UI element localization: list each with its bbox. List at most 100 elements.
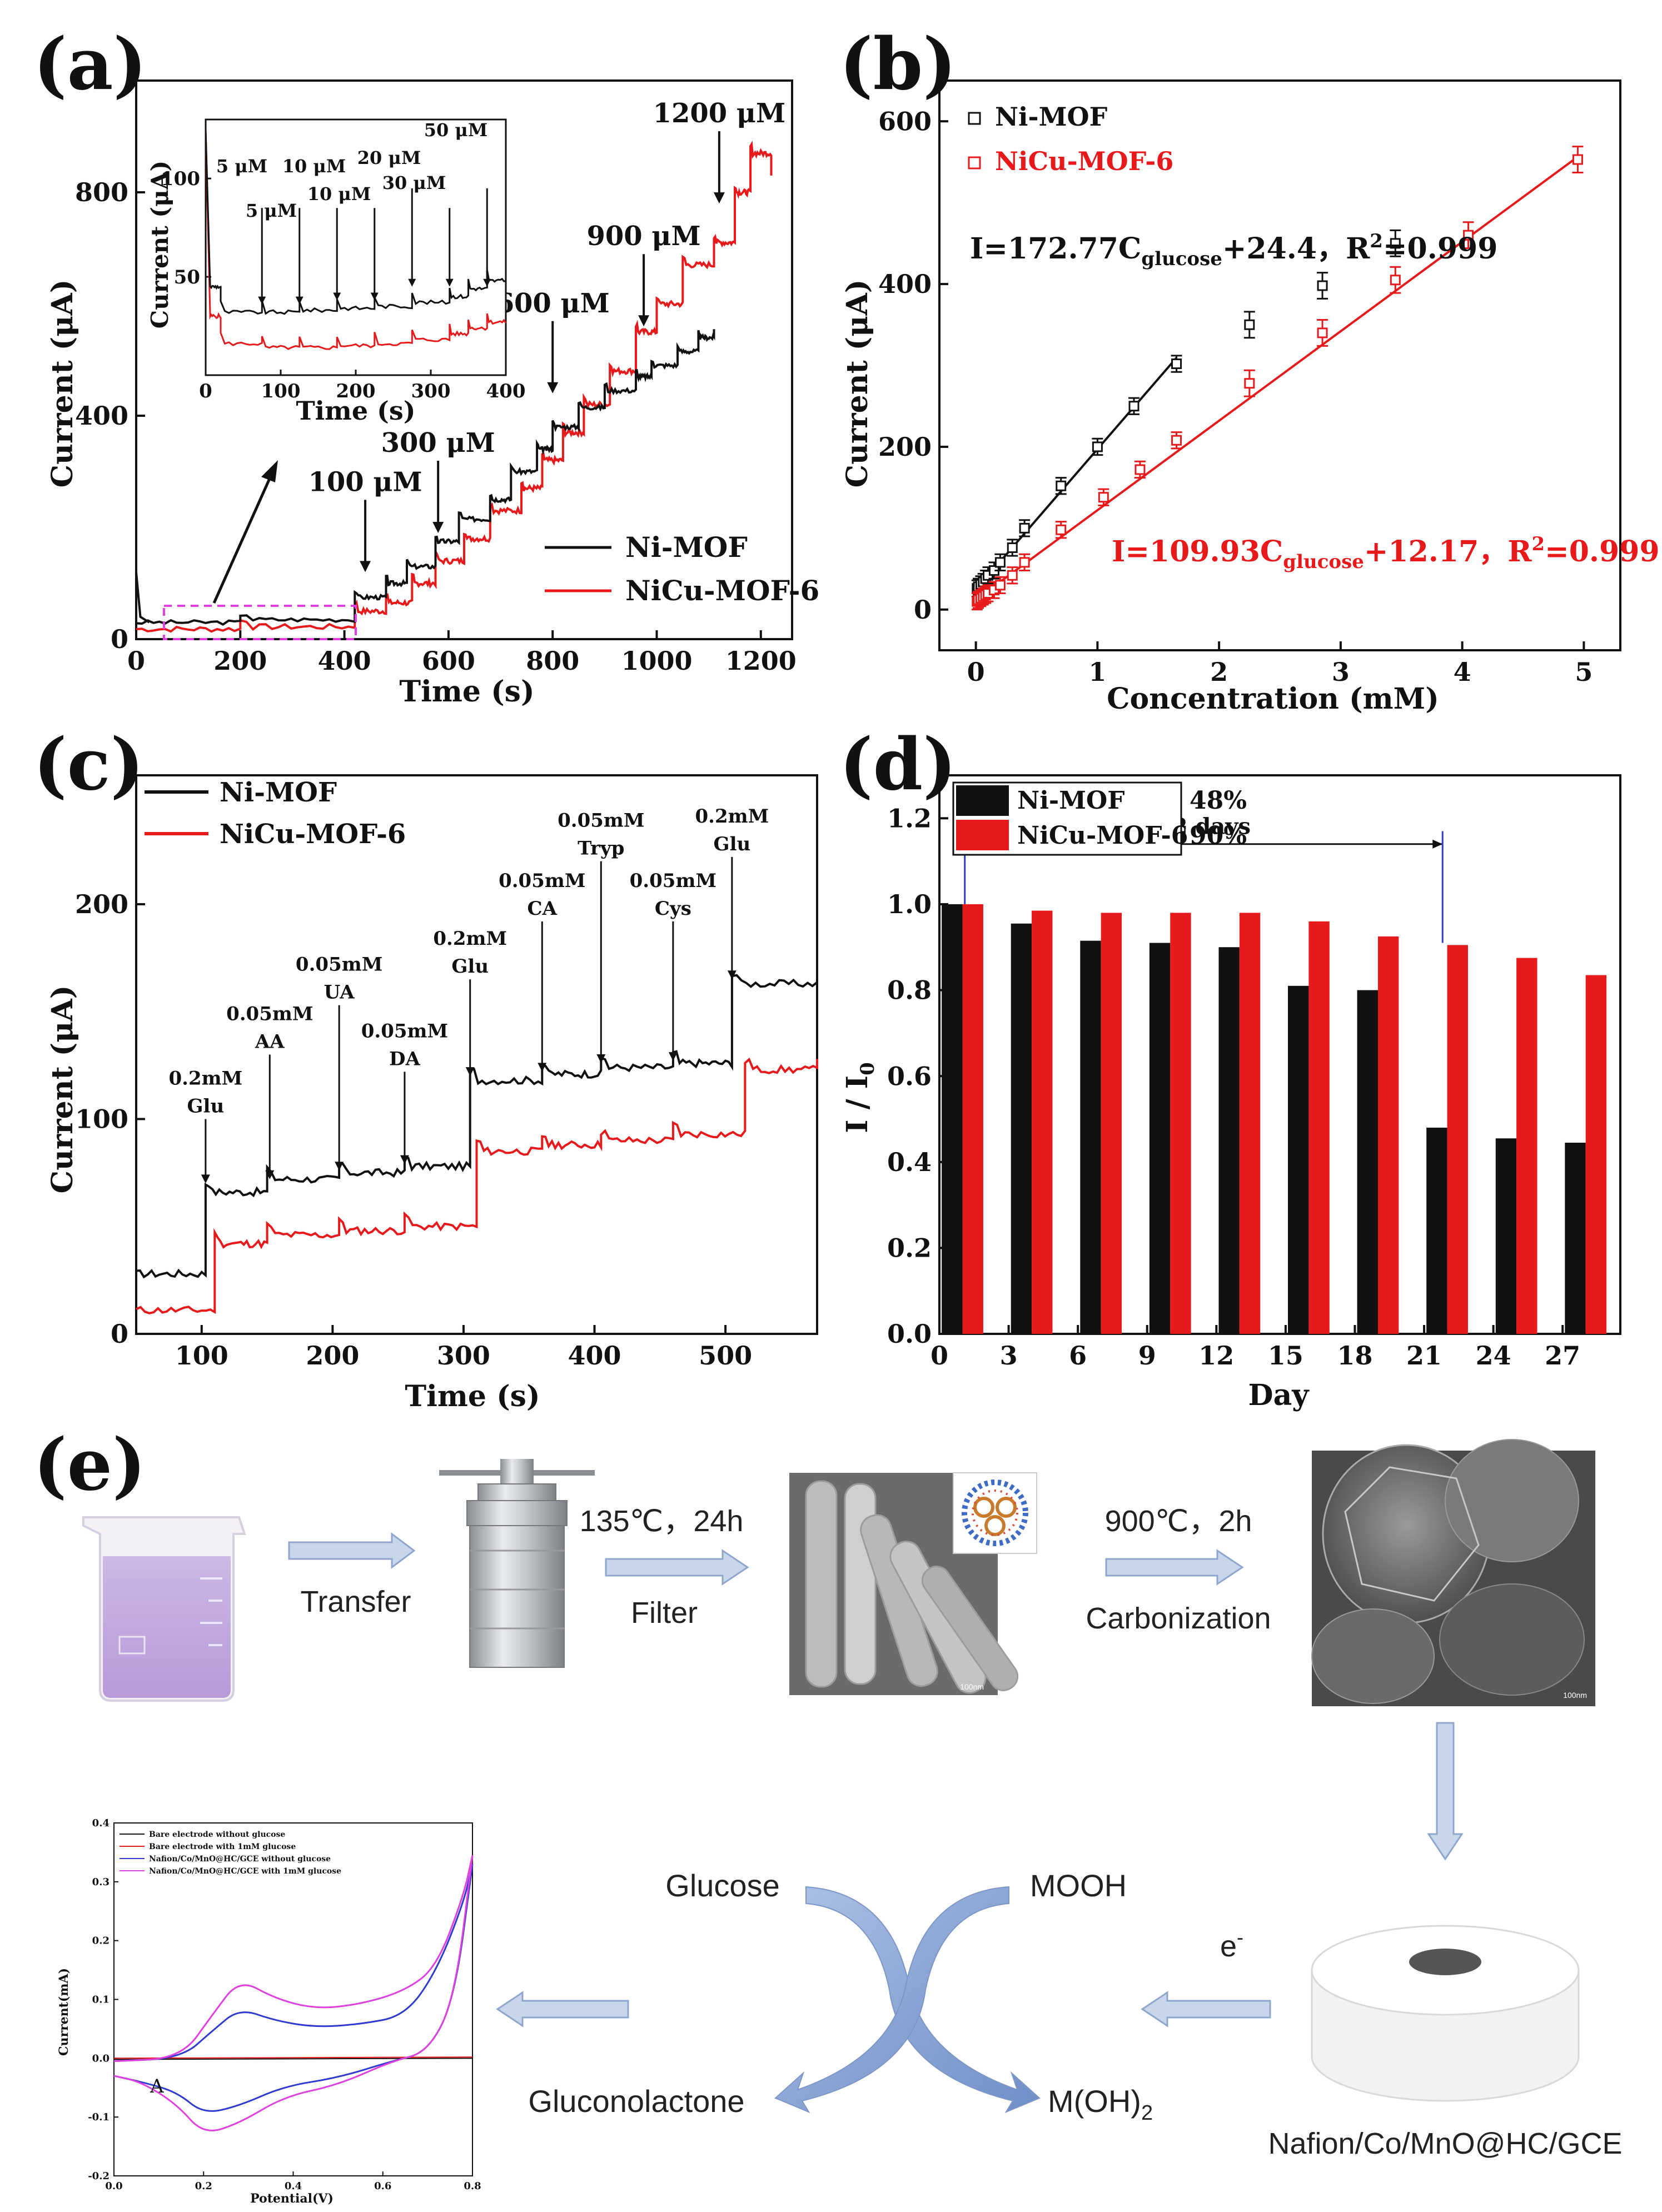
label-condition1: 135℃，24h [580, 1504, 744, 1538]
b-legend-nicu: NiCu-MOF-6 [995, 146, 1173, 176]
a-inset-xtick-label: 400 [486, 380, 526, 402]
a-series-nicu [136, 141, 773, 633]
panel-c-plot: 100 200 300 400 500 0 100 200 Glu 0.2mM AA 0.05mM UA… [75, 774, 818, 1371]
a-xtick-label: 1200 [725, 646, 797, 676]
label-gluconolactone: Gluconolactone [528, 2084, 744, 2119]
panel-c: (c) 100 200 300 400 500 0 100 200 Glu 0.2mM AA 0.05… [33, 723, 818, 1413]
cv-curve-bare-glucose [113, 2056, 473, 2059]
b-xtick-label: 1 [1088, 657, 1106, 687]
a-inset-annotation-arrowhead [370, 292, 379, 301]
d-bar-nicu [1032, 910, 1053, 1334]
b-xlabel: Concentration (mM) [1107, 682, 1439, 716]
d-xtick-label: 24 [1476, 1341, 1511, 1371]
b-point-nicu [1463, 230, 1474, 241]
c-annotation-arrowhead [265, 1170, 275, 1179]
panel-label-a: (a) [33, 23, 147, 106]
d-bar-ni [1288, 985, 1309, 1334]
a-inset-series-ni [205, 129, 506, 315]
a-annotation-label: 1200 μM [653, 98, 786, 129]
d-xtick-label: 6 [1069, 1341, 1087, 1371]
d-bar-nicu [1170, 913, 1191, 1334]
mof-structure-icon [953, 1472, 1037, 1554]
a-legend-nicu: NiCu-MOF-6 [625, 574, 819, 607]
d-ytick-label: 1.2 [887, 803, 932, 833]
cv-curve-modified-glucose [113, 1855, 474, 2131]
arrow-cv-icon [496, 1991, 629, 2027]
a-inset-annotation-label: 10 μM [282, 156, 346, 177]
c-annotation-conc: 0.05mM [499, 870, 585, 892]
b-ytick-label: 200 [878, 432, 932, 462]
a-inset-ytick-label: 100 [161, 168, 200, 190]
b-point-nicu [994, 580, 1006, 591]
c-legend-ni: Ni-MOF [220, 777, 337, 808]
d-bar-ni [1426, 1127, 1447, 1334]
cv-legend-3: Nafion/Co/MnO@HC/GCE with 1mM glucose [149, 1867, 341, 1876]
cv-ytick-label: 0.2 [92, 1935, 110, 1947]
c-annotation-conc: 0.2mM [433, 928, 507, 950]
d-xtick-label: 3 [1000, 1341, 1018, 1371]
a-inset-annotation-arrowhead [445, 278, 454, 287]
d-xtick-label: 27 [1545, 1341, 1580, 1371]
a-annotation-arrowhead [360, 561, 371, 572]
reaction-cross-icon [774, 1886, 1041, 2114]
b-equation-nicu: I=109.93Cglucose+12.17，R2=0.999 [1112, 533, 1660, 573]
b-point-nicu [1098, 492, 1109, 503]
d-bar-ni [1080, 940, 1101, 1334]
cv-ylabel: Current(mA) [57, 1968, 71, 2056]
cv-xtick-label: 0.0 [105, 2180, 122, 2192]
b-point-nicu [1019, 557, 1030, 568]
c-frame [135, 774, 818, 1335]
d-span-arrow-right [1432, 839, 1443, 849]
d-xlabel: Day [1248, 1378, 1310, 1412]
label-carbonization: Carbonization [1086, 1602, 1271, 1635]
a-xtick-label: 200 [213, 646, 267, 676]
cv-frame [113, 1822, 473, 2176]
a-inset-annotation-label: 50 μM [424, 119, 488, 141]
a-annotation-label: 100 μM [308, 466, 422, 497]
a-series-ni [136, 329, 715, 626]
cv-xtick-label: 0.6 [374, 2180, 391, 2192]
panel-label-b: (b) [839, 23, 957, 106]
c-annotation-conc: 0.2mM [695, 805, 769, 828]
d-bar-nicu [962, 904, 983, 1334]
arrow-carbonization-icon [1105, 1549, 1244, 1586]
a-ylabel: Current (μA) [46, 280, 79, 488]
b-point-nicu [1171, 435, 1182, 446]
d-ylabel: I / I0 [840, 1062, 879, 1133]
label-electron: e- [1220, 1926, 1243, 1963]
a-inset-annotation-label: 10 μM [307, 183, 371, 205]
b-frame [938, 79, 1621, 651]
d-bar-ni [1565, 1142, 1586, 1334]
cv-plot: 0.0 0.2 0.4 0.6 0.8 -0.2 -0.1 0.0 0.1 0.2 0.3 0.4 [88, 1817, 481, 2192]
c-annotation-label: CA [528, 898, 558, 920]
b-point-ni [994, 557, 1006, 568]
b-point-nicu [1390, 275, 1401, 286]
d-bar-ni [942, 904, 963, 1334]
arrow-electron-icon [1141, 1991, 1271, 2027]
c-xlabel: Time (s) [405, 1379, 540, 1413]
label-glucose: Glucose [665, 1868, 779, 1903]
c-annotation-arrowhead [335, 1162, 344, 1171]
b-fit-nicu [975, 156, 1579, 601]
d-xtick-label: 9 [1138, 1341, 1156, 1371]
c-annotation-arrowhead [668, 1052, 678, 1062]
a-ytick-label: 400 [75, 401, 128, 431]
a-annotation-arrowhead [638, 315, 650, 327]
cv-xtick-label: 0.8 [464, 2180, 481, 2192]
sem-image-rods: 100nm [789, 1473, 1019, 1695]
a-annotation-arrowhead [432, 522, 444, 534]
c-annotation-conc: 0.2mM [168, 1067, 242, 1089]
c-xtick-label: 100 [175, 1341, 228, 1371]
a-series-ni-spike [135, 572, 150, 624]
c-xtick-label: 300 [437, 1341, 490, 1371]
d-xtick-label: 0 [930, 1341, 948, 1371]
d-ytick-label: 0.8 [887, 975, 932, 1005]
a-inset-xlabel: Time (s) [296, 396, 415, 426]
b-legend-marker-nicu [968, 156, 981, 170]
a-xtick-label: 600 [422, 646, 475, 676]
a-annotation-label: 300 μM [381, 427, 495, 459]
d-xtick-label: 18 [1337, 1341, 1372, 1371]
b-point-ni [1171, 358, 1182, 370]
b-legend: Ni-MOF NiCu-MOF-6 [968, 102, 1173, 176]
